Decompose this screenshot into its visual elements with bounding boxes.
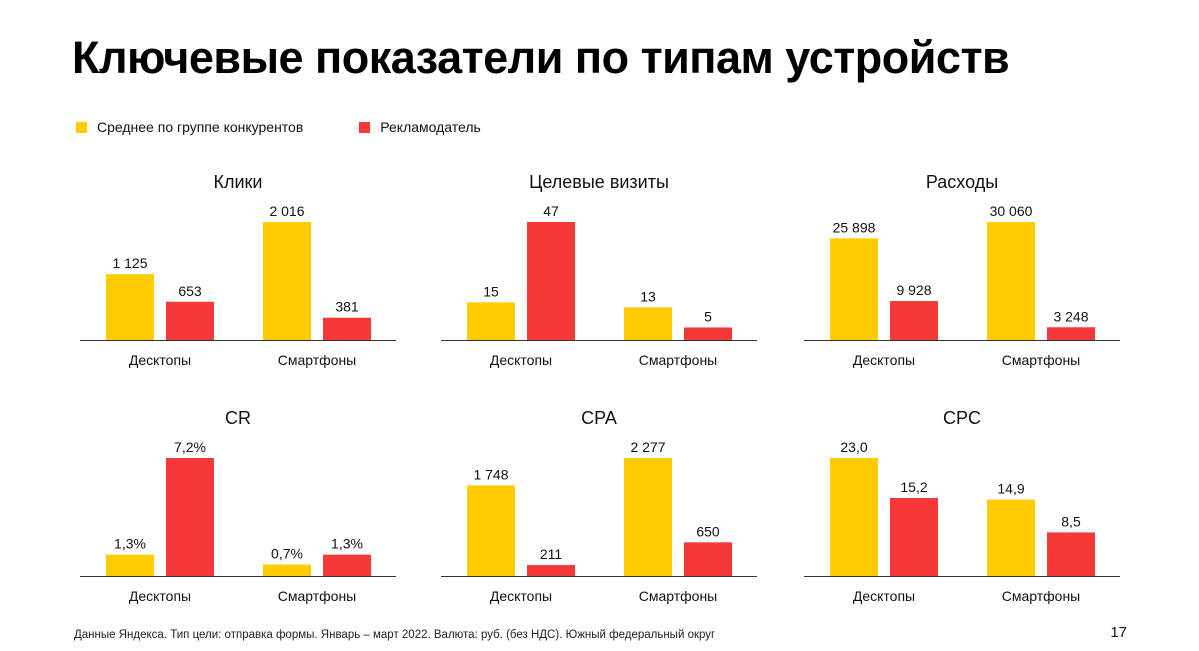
bar-advertiser: [684, 327, 732, 340]
footer-note: Данные Яндекса. Тип цели: отправка формы…: [74, 629, 716, 641]
legend-label-advertiser: Рекламодатель: [380, 119, 481, 135]
category-label: Смартфоны: [639, 352, 718, 368]
chart-panel-cr: CR 1,3% 7,2% Десктопы 0,7% 1,3% Смартфоны: [78, 404, 398, 619]
chart-panel-expenses: Расходы 25 898 9 928 Десктопы 30 060 3 248 Сма…: [802, 168, 1122, 383]
bar-competitors: [106, 554, 154, 576]
data-label: 381: [335, 299, 359, 315]
data-label: 1,3%: [331, 536, 363, 552]
bar-competitors: [263, 564, 311, 576]
data-label: 9 928: [896, 282, 931, 298]
bar-competitors: [624, 458, 672, 576]
bar-advertiser: [890, 301, 938, 340]
category-label: Смартфоны: [278, 352, 357, 368]
bar-competitors: [467, 485, 515, 576]
bar-competitors: [624, 307, 672, 340]
data-label: 1,3%: [114, 536, 146, 552]
category-label: Десктопы: [490, 352, 552, 368]
legend-swatch-competitors: [76, 121, 87, 133]
chart-svg: CR 1,3% 7,2% Десктопы 0,7% 1,3% Смартфоны: [80, 408, 396, 604]
chart-title: CPC: [943, 408, 981, 428]
bar-advertiser: [890, 498, 938, 576]
legend-label-competitors: Среднее по группе конкурентов: [97, 119, 304, 135]
legend-swatch-advertiser: [359, 121, 371, 133]
legend-item-advertiser: Рекламодатель: [359, 119, 481, 135]
chart-title: Клики: [214, 172, 263, 192]
bar-advertiser: [1047, 532, 1095, 576]
data-label: 15,2: [900, 479, 927, 495]
chart-title: CPA: [581, 408, 617, 428]
bar-competitors: [106, 274, 154, 340]
data-label: 30 060: [990, 203, 1033, 219]
bar-advertiser: [166, 458, 214, 576]
category-label: Десктопы: [853, 352, 915, 368]
data-label: 14,9: [997, 481, 1024, 497]
bar-competitors: [263, 222, 311, 340]
chart-svg: Целевые визиты 15 47 Десктопы 13 5 Смартфоны: [441, 172, 757, 368]
data-label: 2 277: [630, 439, 665, 455]
bar-competitors: [467, 302, 515, 340]
bar-advertiser: [323, 317, 371, 340]
chart-panel-target-visits: Целевые визиты 15 47 Десктопы 13 5 Смартфоны: [439, 168, 759, 383]
chart-panel-cpc: CPC 23,0 15,2 Десктопы 14,9 8,5 Смартфоны: [802, 404, 1122, 619]
chart-title: Целевые визиты: [529, 172, 669, 192]
bar-competitors: [830, 238, 878, 340]
bar-advertiser: [323, 554, 371, 576]
chart-svg: CPC 23,0 15,2 Десктопы 14,9 8,5 Смартфоны: [804, 408, 1120, 604]
data-label: 15: [483, 283, 499, 299]
chart-title: CR: [225, 408, 251, 428]
bar-advertiser: [684, 542, 732, 576]
bar-advertiser: [1047, 327, 1095, 340]
data-label: 8,5: [1061, 513, 1081, 529]
data-label: 211: [540, 546, 563, 562]
category-label: Десктопы: [490, 588, 552, 604]
bar-advertiser: [527, 565, 575, 576]
data-label: 653: [178, 283, 202, 299]
data-label: 23,0: [840, 439, 867, 455]
data-label: 13: [640, 288, 656, 304]
chart-panel-cpa: CPA 1 748 211 Десктопы 2 277 650 Смартфоны: [439, 404, 759, 619]
data-label: 0,7%: [271, 546, 303, 562]
category-label: Смартфоны: [1002, 588, 1081, 604]
chart-svg: Клики 1 125 653 Десктопы 2 016 381 Смартфоны: [80, 172, 396, 368]
category-label: Смартфоны: [278, 588, 357, 604]
data-label: 3 248: [1053, 308, 1088, 324]
chart-title: Расходы: [926, 172, 998, 192]
bar-advertiser: [166, 301, 214, 340]
category-label: Десктопы: [129, 352, 191, 368]
bar-advertiser: [527, 222, 575, 340]
category-label: Смартфоны: [1002, 352, 1081, 368]
bar-competitors: [987, 499, 1035, 576]
legend-item-competitors: Среднее по группе конкурентов: [76, 119, 303, 135]
category-label: Десктопы: [129, 588, 191, 604]
chart-svg: Расходы 25 898 9 928 Десктопы 30 060 3 248 Сма…: [804, 172, 1120, 368]
page-number: 17: [1110, 624, 1127, 641]
category-label: Смартфоны: [639, 588, 718, 604]
data-label: 650: [696, 523, 720, 539]
bar-competitors: [987, 222, 1035, 340]
data-label: 47: [543, 203, 559, 219]
category-label: Десктопы: [853, 588, 915, 604]
data-label: 7,2%: [174, 439, 206, 455]
data-label: 1 748: [473, 466, 508, 482]
chart-svg: CPA 1 748 211 Десктопы 2 277 650 Смартфоны: [441, 408, 757, 604]
bar-competitors: [830, 458, 878, 576]
slide-title: Ключевые показатели по типам устройств: [72, 32, 1010, 83]
data-label: 1 125: [112, 255, 147, 271]
legend: Среднее по группе конкурентов Рекламодат…: [76, 119, 537, 135]
data-label: 25 898: [833, 219, 876, 235]
data-label: 5: [704, 308, 712, 324]
data-label: 2 016: [269, 203, 304, 219]
chart-panel-clicks: Клики 1 125 653 Десктопы 2 016 381 Смартфоны: [78, 168, 398, 383]
